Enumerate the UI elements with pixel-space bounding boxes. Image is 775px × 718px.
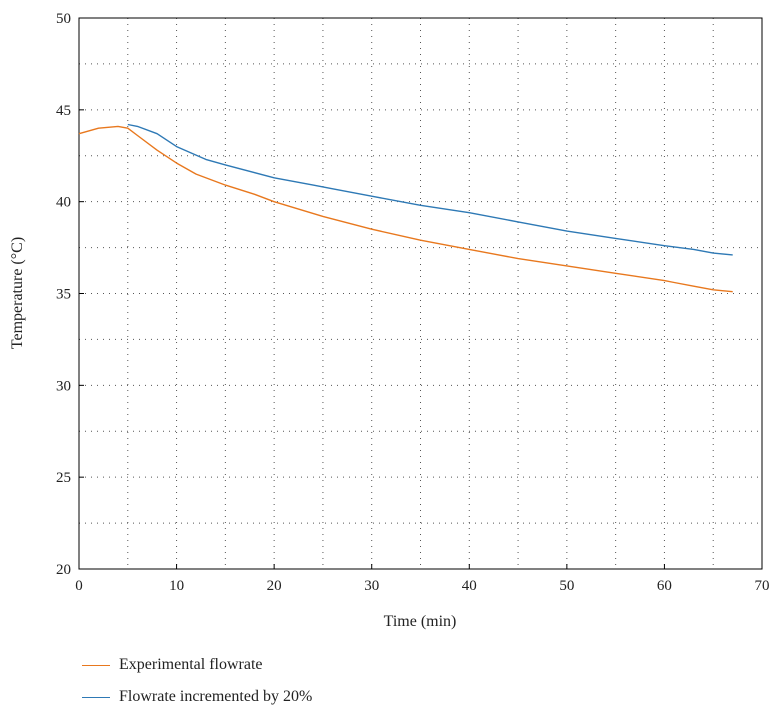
x-tick-label: 30 <box>364 578 379 594</box>
grid <box>79 18 762 569</box>
series-lines <box>78 123 733 293</box>
x-tick-label: 20 <box>267 578 282 594</box>
y-tick-label: 45 <box>56 103 71 119</box>
y-tick-label: 35 <box>56 287 71 303</box>
x-tick-label: 0 <box>75 578 83 594</box>
series-line-experimental <box>78 125 733 293</box>
legend-item-incremented: Flowrate incremented by 20% <box>82 686 312 708</box>
series-line-incremented <box>127 123 733 256</box>
y-tick-label: 20 <box>56 562 71 578</box>
y-axis-title: Temperature (°C) <box>9 237 26 349</box>
line-chart: 0 10 20 30 40 50 60 70 20 25 30 35 40 45 50 Time (min)… <box>9 11 770 630</box>
x-tick-label: 10 <box>169 578 184 594</box>
y-tick-label: 40 <box>56 195 71 211</box>
y-tick-label: 25 <box>56 470 71 486</box>
x-tick-label: 60 <box>657 578 672 594</box>
x-tick-label: 40 <box>462 578 477 594</box>
y-tick-label: 50 <box>56 11 71 27</box>
legend-label-experimental: Experimental flowrate <box>119 656 263 673</box>
legend-item-experimental: Experimental flowrate <box>82 654 312 676</box>
x-tick-label: 50 <box>559 578 574 594</box>
legend-label-incremented: Flowrate incremented by 20% <box>119 688 313 705</box>
y-tick-label: 30 <box>56 378 71 394</box>
legend-swatch-experimental <box>82 664 110 666</box>
legend: Experimental flowrate Flowrate increment… <box>82 654 312 718</box>
axis-ticks: 0 10 20 30 40 50 60 70 20 25 30 35 40 45 50 <box>56 11 770 594</box>
legend-swatch-incremented <box>82 696 110 698</box>
x-tick-label: 70 <box>755 578 770 594</box>
x-axis-title: Time (min) <box>384 613 457 630</box>
